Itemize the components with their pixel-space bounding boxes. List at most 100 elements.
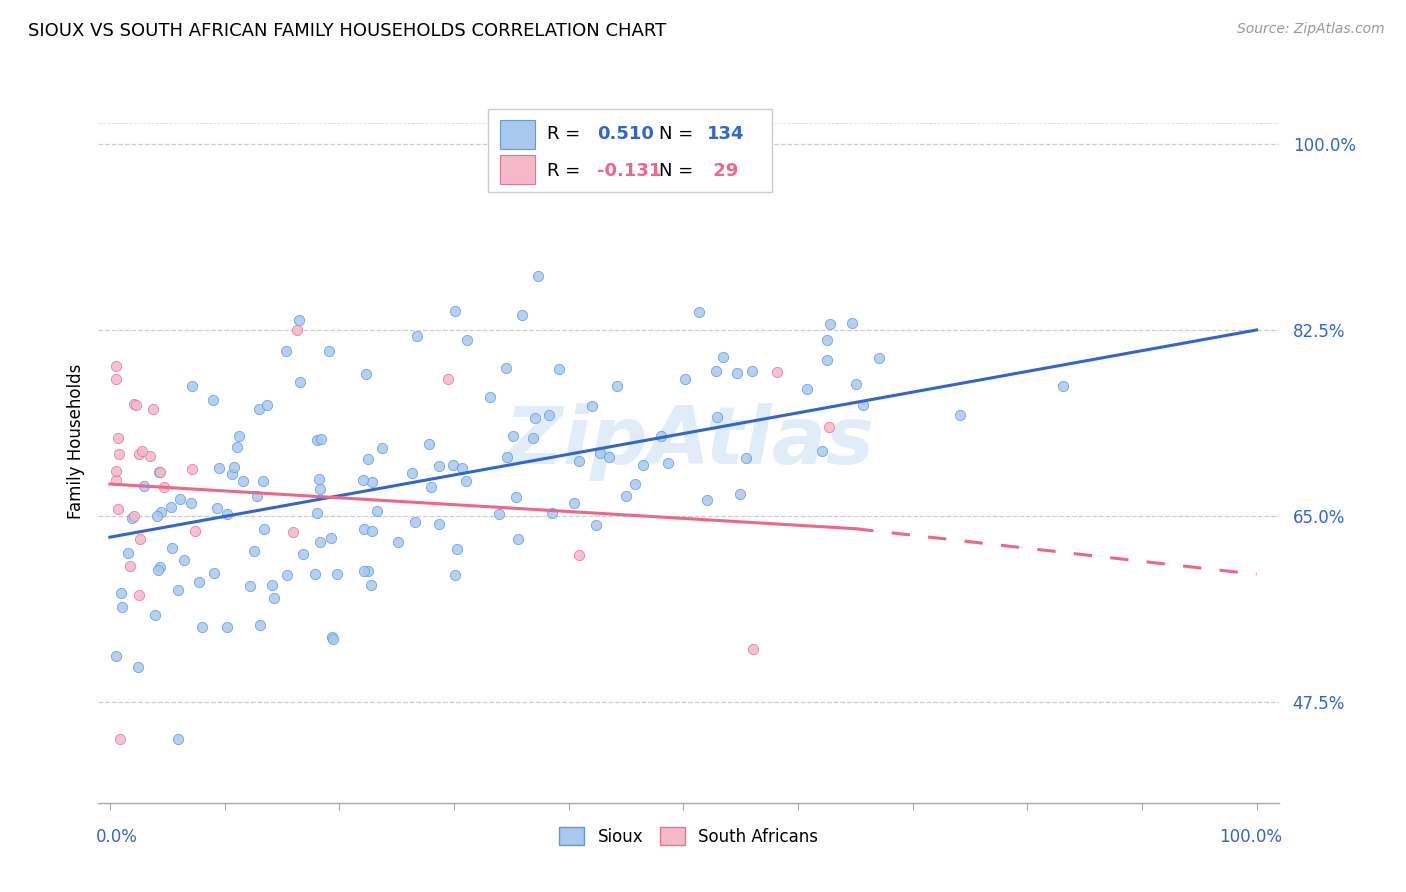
Point (232, 474, 254, 488)
Point (131, 444, 153, 458)
Point (308, 472, 330, 486)
Point (711, 350, 734, 364)
Point (522, 431, 544, 445)
Point (704, 364, 727, 378)
Point (357, 565, 380, 579)
Point (110, 732, 132, 747)
Point (948, 408, 970, 422)
Point (138, 449, 160, 463)
Point (741, 364, 763, 378)
Point (217, 619, 239, 633)
Point (427, 458, 450, 473)
Point (117, 546, 139, 560)
Point (562, 496, 585, 510)
Point (419, 480, 441, 494)
Point (418, 437, 440, 451)
Text: 100.0%: 100.0% (1219, 828, 1282, 846)
Point (285, 323, 308, 337)
Point (173, 553, 195, 567)
Point (160, 541, 183, 555)
Point (322, 632, 344, 647)
Point (479, 390, 502, 404)
Point (118, 559, 141, 574)
Text: Source: ZipAtlas.com: Source: ZipAtlas.com (1237, 22, 1385, 37)
Point (585, 517, 607, 532)
Point (288, 375, 311, 389)
Point (366, 503, 388, 517)
Text: 0.0%: 0.0% (96, 828, 138, 846)
Point (107, 448, 129, 462)
Point (122, 397, 145, 411)
Point (215, 508, 238, 522)
Point (361, 524, 384, 538)
Point (505, 490, 527, 504)
Point (510, 308, 533, 322)
Point (309, 535, 332, 549)
Point (107, 502, 129, 516)
Point (111, 599, 134, 614)
Point (441, 458, 464, 472)
Point (221, 467, 243, 481)
Point (274, 343, 297, 358)
Point (249, 617, 271, 632)
Point (276, 567, 298, 582)
Point (354, 367, 377, 381)
Point (657, 456, 679, 470)
Point (444, 567, 467, 582)
Point (427, 517, 450, 532)
Point (180, 496, 202, 510)
Point (202, 392, 225, 407)
Text: N =: N = (659, 161, 699, 179)
Point (815, 352, 838, 367)
Point (318, 343, 340, 358)
Point (128, 588, 150, 602)
Bar (501, 120, 536, 149)
Point (149, 465, 172, 479)
Point (568, 454, 591, 468)
Point (180, 461, 202, 475)
Point (387, 535, 409, 549)
Point (180, 379, 202, 393)
Point (104, 464, 127, 478)
Point (104, 648, 127, 663)
Point (742, 642, 765, 657)
Point (852, 398, 875, 412)
Point (868, 351, 890, 365)
Point (527, 269, 550, 284)
Point (495, 450, 517, 464)
Point (614, 489, 637, 503)
Point (353, 565, 375, 579)
Text: 29: 29 (707, 161, 738, 179)
Point (568, 548, 591, 562)
Point (281, 525, 304, 540)
Point (815, 333, 838, 347)
Point (818, 317, 841, 331)
Point (673, 372, 696, 386)
Point (581, 400, 603, 414)
Point (149, 505, 172, 519)
Point (143, 608, 166, 623)
Point (606, 378, 628, 392)
Point (252, 475, 274, 489)
Point (253, 522, 276, 536)
Point (728, 487, 751, 501)
Point (142, 402, 165, 417)
Point (202, 566, 225, 580)
Text: N =: N = (659, 126, 699, 144)
Text: SIOUX VS SOUTH AFRICAN FAMILY HOUSEHOLDS CORRELATION CHART: SIOUX VS SOUTH AFRICAN FAMILY HOUSEHOLDS… (28, 22, 666, 40)
Point (292, 547, 315, 561)
Point (188, 574, 211, 589)
Point (307, 433, 329, 447)
Point (456, 333, 478, 347)
Point (169, 492, 191, 507)
Point (841, 316, 863, 330)
Point (132, 478, 155, 492)
Point (696, 493, 718, 508)
Point (226, 440, 249, 454)
Point (436, 371, 458, 385)
Point (796, 382, 818, 396)
Point (260, 578, 283, 592)
Point (239, 579, 262, 593)
Point (122, 509, 145, 524)
Point (121, 511, 143, 525)
